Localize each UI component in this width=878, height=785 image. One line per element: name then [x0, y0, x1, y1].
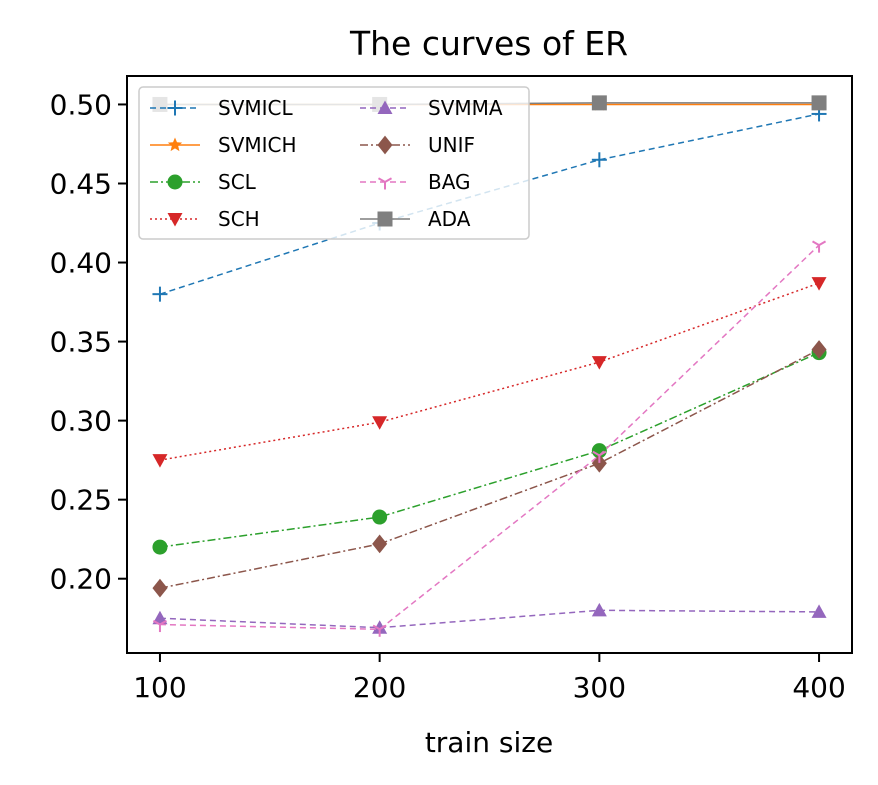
point-bag [592, 450, 607, 463]
legend-label-scl: SCL [218, 170, 257, 194]
legend-label-bag: BAG [428, 170, 471, 194]
series-sch [152, 277, 827, 468]
legend-label-ada: ADA [428, 207, 471, 231]
series-line-sch [159, 282, 820, 461]
legend-label-svmich: SVMICH [218, 133, 297, 157]
legend-label-unif: UNIF [428, 133, 475, 157]
series-unif [152, 340, 827, 598]
point-svmma [152, 610, 168, 625]
legend-item-ada: ADA [360, 207, 471, 231]
point-scl [372, 509, 388, 525]
x-tick-label: 100 [133, 671, 186, 704]
y-tick-label: 0.40 [50, 247, 112, 280]
point-svmicl [152, 286, 168, 302]
legend-marker-ada [377, 211, 393, 227]
legend-item-sch: SCH [150, 207, 260, 231]
x-tick-label: 300 [573, 671, 626, 704]
legend-item-svmma: SVMMA [360, 96, 503, 120]
series-line-unif [159, 348, 820, 589]
point-sch [152, 454, 168, 468]
y-tick-label: 0.30 [50, 405, 112, 438]
point-sch [372, 416, 388, 430]
axes-layer: 100 200 300 400 0.20 0.25 0.30 0.35 0.40 0.45 0.50 [50, 88, 846, 704]
point-scl [591, 443, 607, 459]
legend-marker-svmich [167, 137, 183, 152]
point-svmma [372, 620, 388, 634]
y-tick-label: 0.25 [50, 484, 112, 517]
legend-item-svmicl: SVMICL [150, 96, 293, 120]
legend-item-svmich: SVMICH [150, 133, 297, 157]
legend-item-unif: UNIF [360, 133, 475, 157]
y-tick-label: 0.35 [50, 326, 112, 359]
point-svmma [591, 602, 607, 617]
series-bag [152, 240, 827, 637]
series-svmma [152, 602, 827, 634]
series-line-scl [159, 351, 820, 548]
series-line-svmma [159, 609, 820, 629]
legend-marker-svmma [377, 100, 393, 114]
point-ada [591, 95, 607, 111]
legend-label-svmicl: SVMICL [218, 96, 293, 120]
point-svmma [811, 604, 827, 618]
point-scl [152, 539, 168, 555]
y-tick-label: 0.45 [50, 167, 112, 200]
point-unif [811, 340, 827, 359]
point-sch [811, 277, 827, 291]
legend-frame [138, 86, 530, 240]
y-tick-label: 0.50 [50, 88, 112, 121]
x-axis-label: train size [425, 726, 553, 759]
legend-label-svmma: SVMMA [428, 96, 503, 120]
series-line-bag [159, 244, 820, 631]
point-sch [591, 356, 607, 370]
legend-marker-svmicl [167, 100, 183, 116]
y-tick-label: 0.20 [50, 563, 112, 596]
x-tick-label: 400 [792, 671, 845, 704]
legend-marker-sch [167, 213, 183, 227]
point-unif [372, 534, 388, 554]
legend-marker-bag [377, 177, 393, 190]
legend-item-bag: BAG [360, 170, 471, 194]
chart-title: The curves of ER [349, 24, 628, 63]
legend-marker-scl [167, 174, 183, 190]
legend-label-sch: SCH [218, 207, 260, 231]
legend: SVMICL SVMICH SCL SCH SVMMA UNIF BAG ADA [138, 86, 530, 240]
point-bag [372, 624, 387, 637]
plot-frame [126, 75, 853, 654]
legend-marker-unif [377, 135, 393, 155]
point-svmicl [591, 152, 607, 168]
legend-item-scl: SCL [150, 170, 257, 194]
point-unif [152, 578, 168, 598]
point-bag [812, 240, 827, 253]
point-ada [811, 95, 827, 111]
point-bag [152, 619, 167, 633]
x-tick-label: 200 [353, 671, 406, 704]
